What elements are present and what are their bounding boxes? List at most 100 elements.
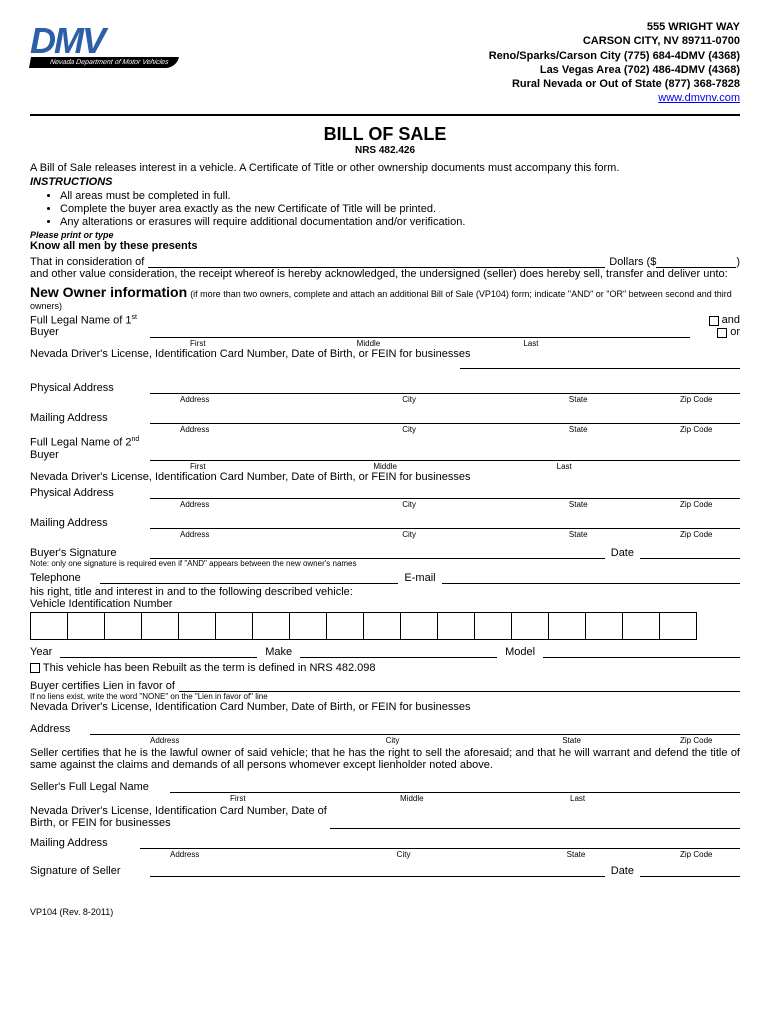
- vin-box[interactable]: [326, 612, 364, 640]
- make-label: Make: [265, 646, 292, 658]
- lien-addr-row: Address: [30, 721, 740, 735]
- seller-mail-labels: Address City State Zip Code: [30, 850, 740, 859]
- vin-box[interactable]: [548, 612, 586, 640]
- phone2: Las Vegas Area (702) 486-4DMV (4368): [489, 63, 740, 77]
- seller-name-labels: First Middle Last: [30, 794, 740, 803]
- consideration-text: and other value consideration, the recei…: [30, 268, 740, 280]
- make-input[interactable]: [300, 644, 497, 658]
- buyer2-name-row: Full Legal Name of 2nd Buyer: [30, 436, 740, 461]
- address-label: Address: [30, 723, 90, 735]
- intro-text: A Bill of Sale releases interest in a ve…: [30, 162, 740, 174]
- buyer1-name-input[interactable]: [150, 324, 690, 338]
- lien-id-label: Nevada Driver's License, Identification …: [30, 701, 740, 713]
- vin-box[interactable]: [474, 612, 512, 640]
- telephone-label: Telephone: [30, 572, 100, 584]
- seller-id-input[interactable]: [330, 815, 740, 829]
- telephone-input[interactable]: [100, 570, 398, 584]
- vin-box[interactable]: [437, 612, 475, 640]
- vin-box[interactable]: [215, 612, 253, 640]
- dollars-label: Dollars ($: [609, 256, 656, 268]
- email-input[interactable]: [442, 570, 740, 584]
- rebuilt-checkbox[interactable]: [30, 663, 40, 673]
- vin-box[interactable]: [289, 612, 327, 640]
- vin-box[interactable]: [363, 612, 401, 640]
- consideration-row: That in consideration of Dollars ($ ): [30, 254, 740, 268]
- buyer-sig-input[interactable]: [150, 545, 605, 559]
- new-owner-head: New Owner information: [30, 284, 187, 300]
- seller-name-row: Seller's Full Legal Name: [30, 779, 740, 793]
- bullet-1: All areas must be completed in full.: [60, 190, 740, 202]
- phone3: Rural Nevada or Out of State (877) 368-7…: [489, 77, 740, 91]
- address-line1: 555 WRIGHT WAY: [489, 20, 740, 34]
- divider: [30, 114, 740, 116]
- date-input[interactable]: [640, 545, 740, 559]
- seller-mail-input[interactable]: [140, 835, 740, 849]
- year-input[interactable]: [60, 644, 257, 658]
- buyer1-label: Full Legal Name of 1st Buyer: [30, 314, 150, 339]
- vin-box[interactable]: [400, 612, 438, 640]
- mail-addr-label: Mailing Address: [30, 412, 150, 424]
- logo-tagline: Nevada Department of Motor Vehicles: [29, 57, 179, 68]
- buyer1-phys-input[interactable]: [150, 380, 740, 394]
- model-input[interactable]: [543, 644, 740, 658]
- seller-name-label: Seller's Full Legal Name: [30, 781, 170, 793]
- seller-date-input[interactable]: [640, 863, 740, 877]
- print-note: Please print or type: [30, 230, 740, 240]
- vin-box[interactable]: [141, 612, 179, 640]
- header: DMV Nevada Department of Motor Vehicles …: [30, 20, 740, 106]
- model-label: Model: [505, 646, 535, 658]
- buyer2-phys-row: Physical Address: [30, 485, 740, 499]
- buyer1-mail-input[interactable]: [150, 410, 740, 424]
- and-checkbox[interactable]: [709, 316, 719, 326]
- phone1: Reno/Sparks/Carson City (775) 684-4DMV (…: [489, 49, 740, 63]
- vin-box[interactable]: [252, 612, 290, 640]
- buyer1-mail-row: Mailing Address: [30, 410, 740, 424]
- buyer2-name-labels: First Middle Last: [30, 462, 740, 471]
- and-or-boxes: and or: [690, 314, 740, 338]
- seller-sig-label: Signature of Seller: [30, 865, 150, 877]
- seller-sig-input[interactable]: [150, 863, 605, 877]
- vin-box[interactable]: [67, 612, 105, 640]
- lien-addr-input[interactable]: [90, 721, 740, 735]
- buyer2-name-input[interactable]: [150, 447, 740, 461]
- website-link[interactable]: www.dmvnv.com: [658, 92, 740, 104]
- vehicle-intro: his right, title and interest in and to …: [30, 586, 740, 598]
- vin-box[interactable]: [622, 612, 660, 640]
- dmv-logo: DMV Nevada Department of Motor Vehicles: [30, 20, 178, 68]
- buyer2-mail-row: Mailing Address: [30, 515, 740, 529]
- buyer1-id-input[interactable]: [460, 355, 740, 369]
- consideration-input[interactable]: [148, 254, 605, 268]
- new-owner-section: New Owner information (if more than two …: [30, 284, 740, 312]
- seller-id-label: Nevada Driver's License, Identification …: [30, 805, 330, 829]
- seller-name-input[interactable]: [170, 779, 740, 793]
- form-title: BILL OF SALE: [30, 124, 740, 145]
- vin-box[interactable]: [585, 612, 623, 640]
- know-all: Know all men by these presents: [30, 240, 740, 252]
- vin-box[interactable]: [511, 612, 549, 640]
- buyer2-phys-input[interactable]: [150, 485, 740, 499]
- vin-box[interactable]: [659, 612, 697, 640]
- lien-note: If no liens exist, write the word "NONE"…: [30, 692, 740, 701]
- buyer2-phys-labels: Address City State Zip Code: [30, 500, 740, 509]
- or-checkbox[interactable]: [717, 328, 727, 338]
- seller-mail-row: Mailing Address: [30, 835, 740, 849]
- vin-label: Vehicle Identification Number: [30, 598, 740, 610]
- vin-boxes: [30, 612, 740, 640]
- seller-id-row: Nevada Driver's License, Identification …: [30, 805, 740, 829]
- buyer1-phys-row: Physical Address: [30, 380, 740, 394]
- rebuilt-row: This vehicle has been Rebuilt as the ter…: [30, 662, 740, 674]
- ymm-row: Year Make Model: [30, 644, 740, 658]
- vin-box[interactable]: [178, 612, 216, 640]
- buyer2-mail-input[interactable]: [150, 515, 740, 529]
- phys-addr-label2: Physical Address: [30, 487, 150, 499]
- lien-input[interactable]: [179, 678, 740, 692]
- dollars-input[interactable]: [656, 254, 736, 268]
- instructions-list: All areas must be completed in full. Com…: [60, 190, 740, 228]
- vin-box[interactable]: [30, 612, 68, 640]
- close-paren: ): [736, 256, 740, 268]
- lien-row: Buyer certifies Lien in favor of: [30, 678, 740, 692]
- bullet-3: Any alterations or erasures will require…: [60, 216, 740, 228]
- buyer2-label: Full Legal Name of 2nd Buyer: [30, 436, 150, 461]
- vin-box[interactable]: [104, 612, 142, 640]
- buyer1-name-labels: First Middle Last: [30, 339, 740, 348]
